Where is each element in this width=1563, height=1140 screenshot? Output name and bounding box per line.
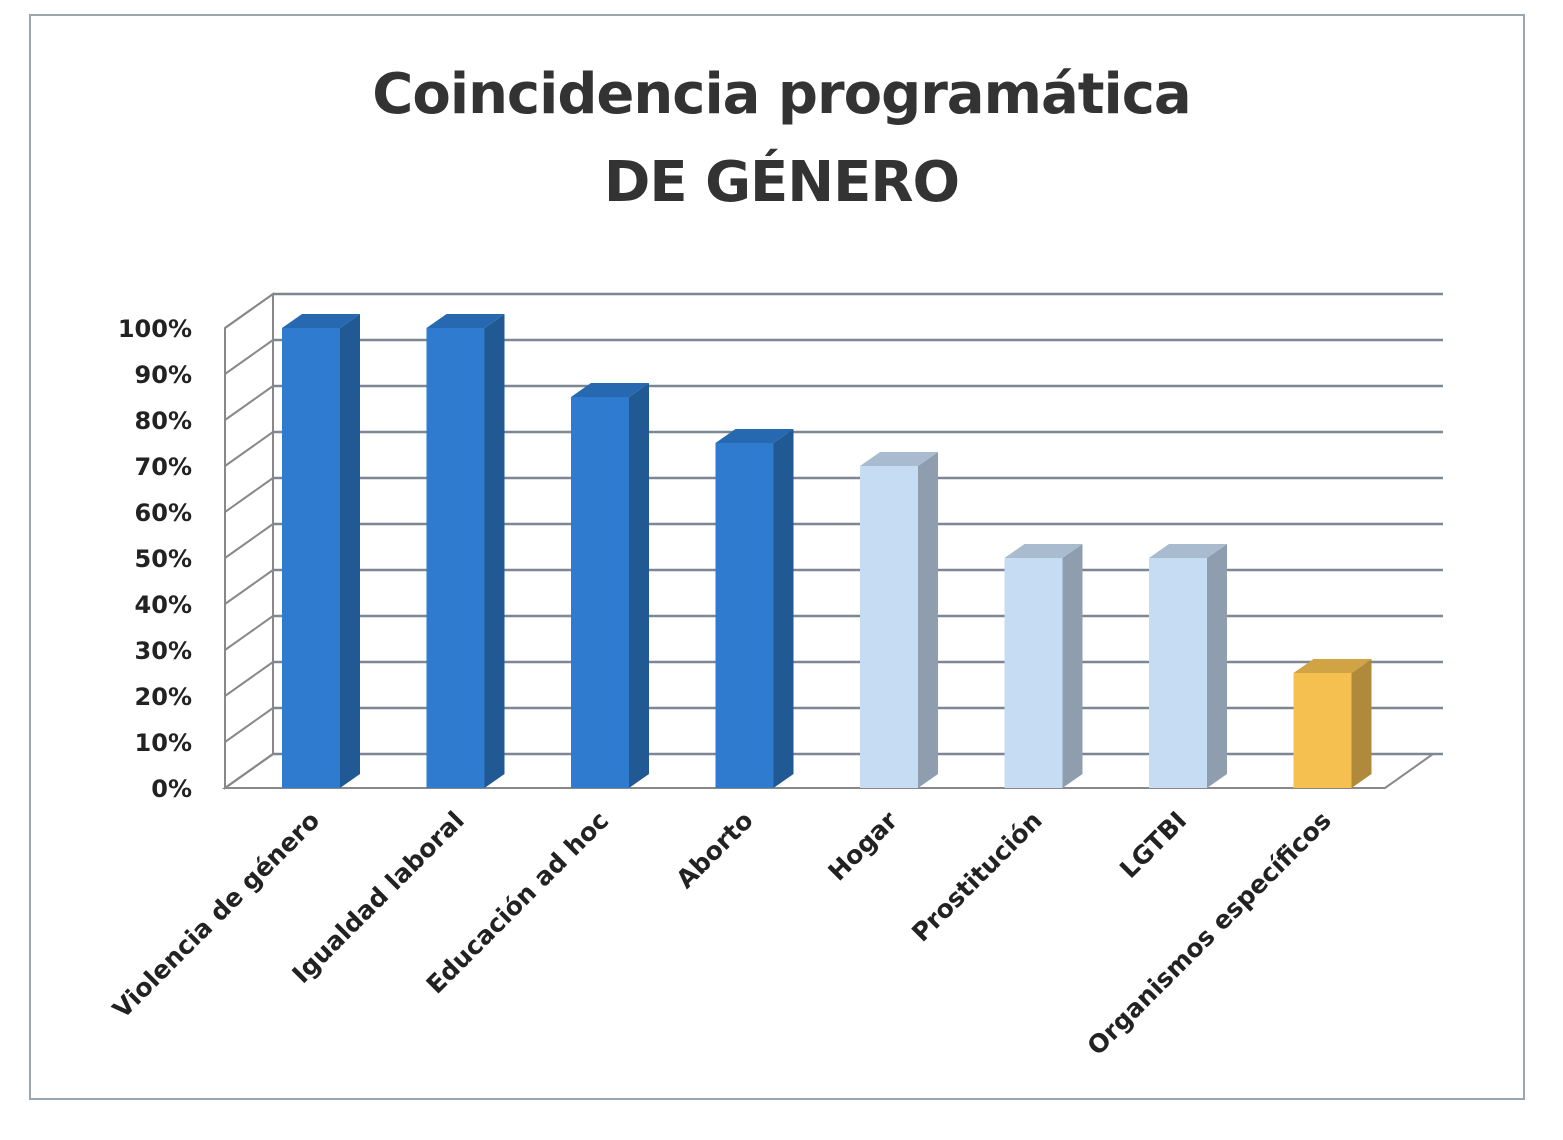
gridline-diagonal: [224, 523, 274, 559]
bar-side: [1062, 544, 1083, 788]
bar-front: [860, 466, 918, 788]
x-tick-label: Prostitución: [906, 806, 1048, 948]
bar-front: [1149, 558, 1207, 788]
y-tick-label: 60%: [135, 499, 192, 527]
bar-side: [918, 452, 938, 788]
bar: [860, 452, 938, 788]
gridline-diagonal: [224, 477, 274, 513]
gridline-diagonal: [224, 661, 274, 697]
gridline-diagonal: [224, 707, 274, 743]
bars: [282, 314, 1372, 788]
y-axis-ticks: 0% 10% 20% 30% 40% 50% 60% 70% 80% 90% 100%: [118, 315, 192, 803]
bar-side: [629, 383, 649, 788]
bar-top: [571, 383, 649, 397]
y-tick-label: 0%: [151, 775, 192, 803]
gridlines: [221, 292, 1443, 790]
bar-top: [282, 314, 360, 328]
gridline-diagonal: [224, 431, 274, 467]
y-tick-label: 100%: [118, 315, 192, 343]
x-tick-label: Hogar: [822, 805, 903, 886]
bar-side: [1351, 659, 1372, 788]
x-tick-label: Violencia de género: [107, 806, 325, 1024]
bar-front: [282, 328, 340, 788]
chart-title: Coincidencia programática: [372, 62, 1191, 127]
gridline-diagonal: [224, 615, 274, 651]
bar-side: [773, 429, 794, 788]
bar: [282, 314, 360, 788]
y-tick-label: 70%: [135, 453, 192, 481]
floor: [221, 753, 1437, 789]
bar: [1004, 544, 1083, 788]
x-tick-label: Aborto: [670, 806, 758, 894]
gridline-diagonal: [224, 293, 274, 329]
bar-top: [860, 452, 938, 466]
bar-top: [426, 314, 505, 328]
gridline-diagonal: [224, 569, 274, 605]
bar-front: [715, 443, 774, 788]
y-tick-label: 10%: [135, 729, 192, 757]
bar-front: [1004, 558, 1063, 788]
bar-side: [1207, 544, 1227, 788]
y-tick-label: 90%: [135, 361, 192, 389]
y-tick-label: 80%: [135, 407, 192, 435]
gridline-diagonal: [224, 339, 274, 375]
bar: [715, 429, 794, 788]
bar-top: [1293, 659, 1372, 673]
gridline-diagonal: [224, 753, 274, 789]
bar: [426, 314, 505, 788]
bar-side: [484, 314, 505, 788]
bar-front: [571, 397, 629, 788]
bar: [1149, 544, 1227, 788]
x-tick-label: Organismos específicos: [1082, 806, 1337, 1061]
y-tick-label: 20%: [135, 683, 192, 711]
y-tick-label: 40%: [135, 591, 192, 619]
bar-top: [1004, 544, 1083, 558]
bar-side: [340, 314, 360, 788]
bar-top: [1149, 544, 1227, 558]
bar: [1293, 659, 1372, 788]
bar: [571, 383, 649, 788]
bar-front: [426, 328, 485, 788]
bar-top: [715, 429, 794, 443]
bar-front: [1293, 673, 1352, 788]
y-tick-label: 30%: [135, 637, 192, 665]
x-tick-label: LGTBI: [1114, 806, 1192, 884]
gridline-diagonal: [224, 385, 274, 421]
y-tick-label: 50%: [135, 545, 192, 573]
chart-subtitle: DE GÉNERO: [603, 150, 960, 215]
